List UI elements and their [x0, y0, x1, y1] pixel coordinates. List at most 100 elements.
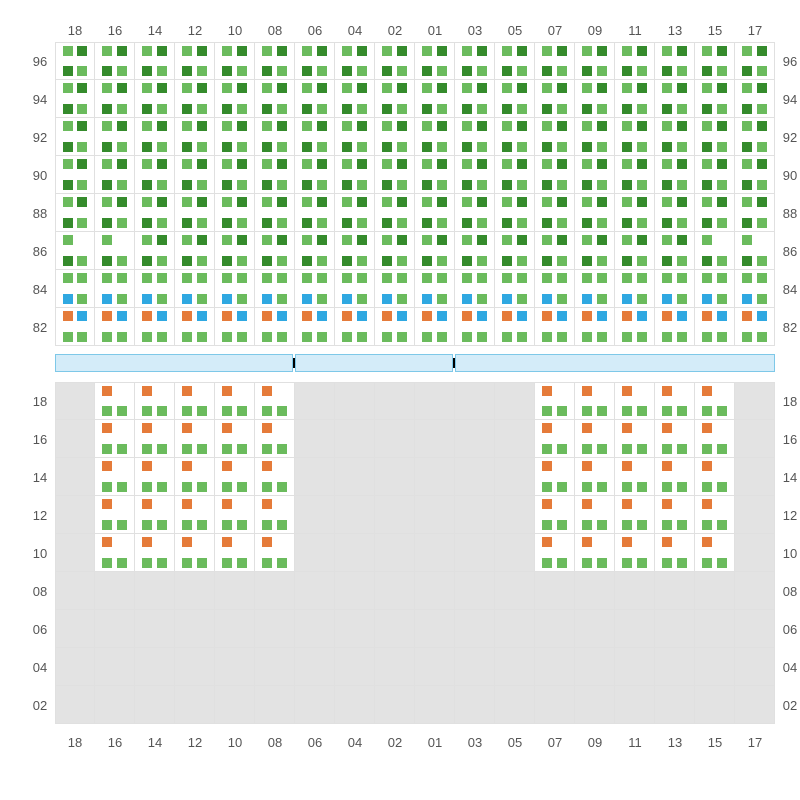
- slot[interactable]: [95, 382, 135, 420]
- slot[interactable]: [695, 534, 735, 572]
- slot[interactable]: [455, 156, 495, 194]
- slot[interactable]: [55, 270, 95, 308]
- slot[interactable]: [255, 308, 295, 346]
- slot[interactable]: [375, 156, 415, 194]
- slot[interactable]: [535, 42, 575, 80]
- slot[interactable]: [495, 156, 535, 194]
- slot[interactable]: [535, 382, 575, 420]
- slot[interactable]: [95, 118, 135, 156]
- slot[interactable]: [415, 42, 455, 80]
- slot[interactable]: [335, 80, 375, 118]
- slot[interactable]: [175, 458, 215, 496]
- slot[interactable]: [55, 156, 95, 194]
- slot[interactable]: [575, 420, 615, 458]
- slot[interactable]: [575, 308, 615, 346]
- slot[interactable]: [95, 420, 135, 458]
- slot[interactable]: [135, 496, 175, 534]
- slot[interactable]: [535, 80, 575, 118]
- slot[interactable]: [455, 270, 495, 308]
- slot[interactable]: [415, 194, 455, 232]
- slot[interactable]: [335, 42, 375, 80]
- slot[interactable]: [735, 118, 775, 156]
- slot[interactable]: [55, 80, 95, 118]
- slot[interactable]: [655, 194, 695, 232]
- slot[interactable]: [95, 496, 135, 534]
- slot[interactable]: [295, 308, 335, 346]
- slot[interactable]: [335, 270, 375, 308]
- slot[interactable]: [175, 80, 215, 118]
- slot[interactable]: [655, 270, 695, 308]
- slot[interactable]: [375, 42, 415, 80]
- slot[interactable]: [135, 270, 175, 308]
- slot[interactable]: [215, 308, 255, 346]
- slot[interactable]: [215, 194, 255, 232]
- slot[interactable]: [215, 382, 255, 420]
- slot[interactable]: [415, 156, 455, 194]
- slot[interactable]: [255, 270, 295, 308]
- slot[interactable]: [535, 194, 575, 232]
- slot[interactable]: [215, 270, 255, 308]
- slot[interactable]: [495, 194, 535, 232]
- slot[interactable]: [695, 42, 735, 80]
- slot[interactable]: [215, 118, 255, 156]
- slot[interactable]: [615, 194, 655, 232]
- slot[interactable]: [255, 194, 295, 232]
- slot[interactable]: [495, 308, 535, 346]
- slot[interactable]: [55, 42, 95, 80]
- slot[interactable]: [135, 232, 175, 270]
- slot[interactable]: [615, 80, 655, 118]
- slot[interactable]: [535, 458, 575, 496]
- slot[interactable]: [575, 42, 615, 80]
- slot[interactable]: [575, 194, 615, 232]
- slot[interactable]: [695, 232, 735, 270]
- slot[interactable]: [95, 194, 135, 232]
- slot[interactable]: [215, 496, 255, 534]
- slot[interactable]: [615, 420, 655, 458]
- slot[interactable]: [495, 80, 535, 118]
- slot[interactable]: [455, 80, 495, 118]
- slot[interactable]: [735, 80, 775, 118]
- slot[interactable]: [655, 382, 695, 420]
- slot[interactable]: [415, 80, 455, 118]
- slot[interactable]: [295, 156, 335, 194]
- slot[interactable]: [215, 534, 255, 572]
- slot[interactable]: [295, 270, 335, 308]
- slot[interactable]: [255, 156, 295, 194]
- slot[interactable]: [255, 232, 295, 270]
- slot[interactable]: [655, 156, 695, 194]
- slot[interactable]: [655, 118, 695, 156]
- slot[interactable]: [415, 232, 455, 270]
- slot[interactable]: [95, 308, 135, 346]
- slot[interactable]: [655, 534, 695, 572]
- slot[interactable]: [535, 156, 575, 194]
- slot[interactable]: [695, 118, 735, 156]
- slot[interactable]: [735, 194, 775, 232]
- slot[interactable]: [255, 118, 295, 156]
- slot[interactable]: [615, 308, 655, 346]
- slot[interactable]: [535, 118, 575, 156]
- slot[interactable]: [215, 80, 255, 118]
- slot[interactable]: [95, 270, 135, 308]
- slot[interactable]: [535, 534, 575, 572]
- slot[interactable]: [655, 42, 695, 80]
- slot[interactable]: [255, 534, 295, 572]
- slot[interactable]: [415, 270, 455, 308]
- slot[interactable]: [655, 232, 695, 270]
- slot[interactable]: [575, 270, 615, 308]
- slot[interactable]: [735, 232, 775, 270]
- slot[interactable]: [55, 232, 95, 270]
- slot[interactable]: [255, 42, 295, 80]
- slot[interactable]: [415, 308, 455, 346]
- slot[interactable]: [735, 270, 775, 308]
- slot[interactable]: [575, 496, 615, 534]
- slot[interactable]: [215, 156, 255, 194]
- slot[interactable]: [295, 80, 335, 118]
- slot[interactable]: [175, 534, 215, 572]
- slot[interactable]: [175, 270, 215, 308]
- slot[interactable]: [455, 308, 495, 346]
- slot[interactable]: [455, 42, 495, 80]
- slot[interactable]: [735, 156, 775, 194]
- slot[interactable]: [655, 308, 695, 346]
- slot[interactable]: [255, 382, 295, 420]
- slot[interactable]: [375, 194, 415, 232]
